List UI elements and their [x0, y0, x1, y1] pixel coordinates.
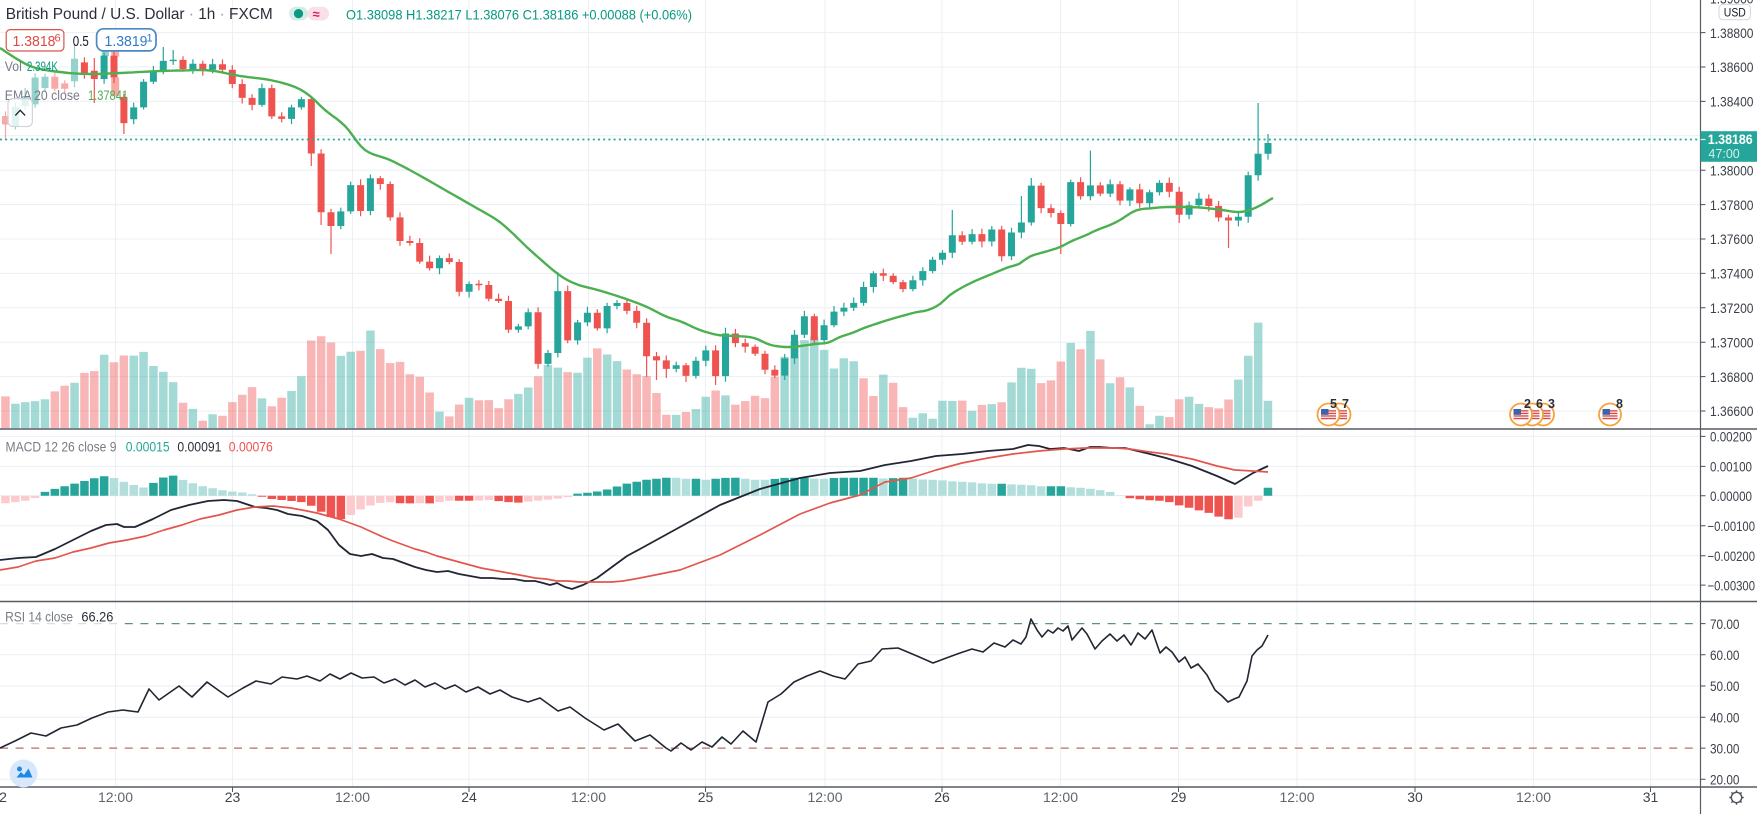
svg-text:1.3818: 1.3818 — [13, 34, 56, 50]
svg-text:30: 30 — [1407, 789, 1423, 805]
svg-text:12:00: 12:00 — [807, 789, 842, 805]
svg-text:25: 25 — [698, 789, 714, 805]
svg-text:23: 23 — [225, 789, 241, 805]
svg-text:29: 29 — [1171, 789, 1187, 805]
svg-text:1.37600: 1.37600 — [1710, 231, 1754, 247]
svg-text:12:00: 12:00 — [335, 789, 370, 805]
svg-text:0.00076: 0.00076 — [229, 439, 273, 455]
svg-text:1.37400: 1.37400 — [1710, 266, 1754, 282]
svg-text:12:00: 12:00 — [98, 789, 133, 805]
svg-text:60.00: 60.00 — [1710, 647, 1740, 663]
svg-text:1.38186: 1.38186 — [1708, 131, 1753, 147]
svg-text:8: 8 — [1616, 397, 1623, 411]
svg-text:12:00: 12:00 — [1516, 789, 1551, 805]
svg-text:47:00: 47:00 — [1708, 146, 1739, 161]
svg-text:31: 31 — [1643, 789, 1659, 805]
svg-text:RSI 14 close: RSI 14 close — [5, 608, 73, 624]
svg-text:2: 2 — [1524, 397, 1531, 411]
svg-text:O1.38098 H1.38217 L1.38076 C1.: O1.38098 H1.38217 L1.38076 C1.38186 +0.0… — [346, 7, 692, 23]
svg-text:MACD 12 26 close 9: MACD 12 26 close 9 — [6, 439, 117, 455]
svg-text:0.00015: 0.00015 — [126, 439, 170, 455]
svg-text:26: 26 — [934, 789, 950, 805]
svg-text:2: 2 — [0, 789, 7, 805]
svg-text:−0.00300: −0.00300 — [1708, 577, 1756, 593]
svg-text:12:00: 12:00 — [571, 789, 606, 805]
svg-text:USD: USD — [1724, 7, 1746, 19]
svg-text:66.26: 66.26 — [81, 608, 113, 624]
svg-text:40.00: 40.00 — [1710, 710, 1740, 726]
svg-text:1.37000: 1.37000 — [1710, 334, 1754, 350]
svg-text:12:00: 12:00 — [1043, 789, 1078, 805]
svg-text:British Pound / U.S. Dollar ·: British Pound / U.S. Dollar · 1h · FXCM — [6, 6, 273, 23]
svg-text:50.00: 50.00 — [1710, 678, 1740, 694]
svg-text:1.38600: 1.38600 — [1710, 59, 1754, 75]
svg-text:−0.00200: −0.00200 — [1708, 548, 1756, 564]
svg-text:1.38400: 1.38400 — [1710, 94, 1754, 110]
svg-text:−0.00100: −0.00100 — [1708, 518, 1756, 534]
svg-text:1.36800: 1.36800 — [1710, 369, 1754, 385]
svg-text:70.00: 70.00 — [1710, 616, 1740, 632]
svg-text:1: 1 — [147, 33, 153, 45]
svg-text:6: 6 — [1536, 397, 1543, 411]
svg-text:≈: ≈ — [313, 6, 320, 21]
svg-text:1.3819: 1.3819 — [105, 34, 148, 50]
svg-text:2.394K: 2.394K — [27, 58, 58, 74]
svg-text:0.00000: 0.00000 — [1710, 488, 1752, 504]
svg-text:0.5: 0.5 — [73, 34, 89, 50]
svg-text:1.37800: 1.37800 — [1710, 197, 1754, 213]
svg-text:5: 5 — [1330, 397, 1337, 411]
svg-text:0.00100: 0.00100 — [1710, 459, 1752, 475]
svg-text:1.36600: 1.36600 — [1710, 403, 1754, 419]
svg-text:3: 3 — [1548, 397, 1555, 411]
svg-text:1.38000: 1.38000 — [1710, 162, 1754, 178]
svg-text:20.00: 20.00 — [1710, 772, 1740, 788]
svg-text:1.37841: 1.37841 — [88, 87, 128, 103]
svg-text:1.37200: 1.37200 — [1710, 300, 1754, 316]
svg-text:0.00200: 0.00200 — [1710, 429, 1752, 445]
svg-text:7: 7 — [1342, 397, 1349, 411]
svg-text:12:00: 12:00 — [1279, 789, 1314, 805]
svg-text:1.39000: 1.39000 — [1710, 0, 1754, 6]
svg-text:30.00: 30.00 — [1710, 740, 1740, 756]
svg-text:1.38800: 1.38800 — [1710, 25, 1754, 41]
svg-text:6: 6 — [55, 33, 61, 45]
svg-text:0.00091: 0.00091 — [177, 439, 221, 455]
svg-text:24: 24 — [461, 789, 477, 805]
svg-text:Vol: Vol — [5, 58, 22, 74]
